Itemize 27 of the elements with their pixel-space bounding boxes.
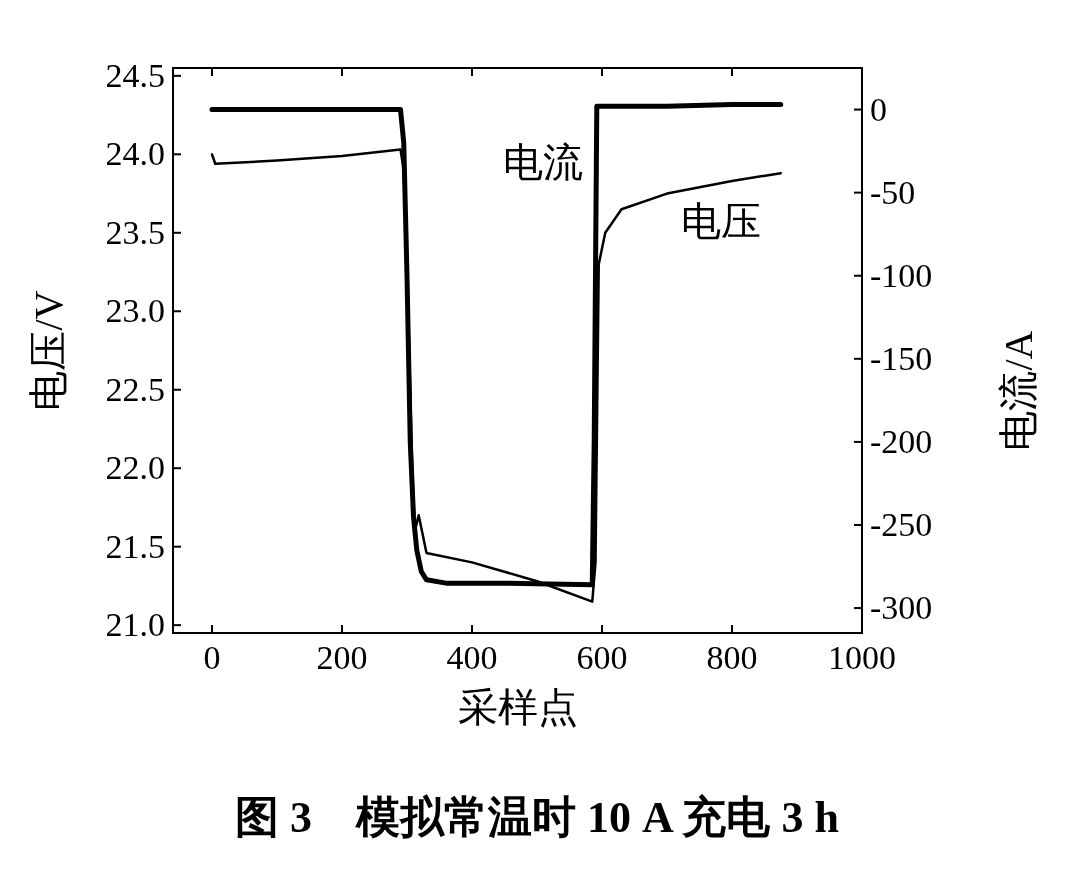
y-tick-label: 22.5 xyxy=(105,370,165,408)
x-axis-title: 采样点 xyxy=(457,685,578,730)
text: 图 3 模拟常温时 10 A 充电 3 h xyxy=(235,793,839,842)
y2-axis-title: 电流/A xyxy=(996,330,1041,451)
y-tick-label: 23.5 xyxy=(105,213,165,251)
y-tick-label: 21.5 xyxy=(105,527,165,565)
y-tick-label: 24.5 xyxy=(105,56,165,94)
y2-tick-label: -150 xyxy=(870,339,933,377)
x-tick-label: 200 xyxy=(316,639,368,676)
x-tick-label: 600 xyxy=(576,639,628,676)
y-tick-label: 24.0 xyxy=(105,135,165,173)
y2-tick-label: -200 xyxy=(870,422,933,460)
y-tick-label: 23.0 xyxy=(105,292,165,330)
series-label: 电压 xyxy=(680,199,761,245)
y2-tick-label: -50 xyxy=(870,173,916,211)
y-tick-label: 22.0 xyxy=(105,449,165,487)
y2-tick-label: -250 xyxy=(870,505,933,543)
y2-tick-label: 0 xyxy=(870,90,887,128)
x-tick-label: 0 xyxy=(203,639,221,676)
y2-tick-label: -100 xyxy=(870,256,933,294)
x-tick-label: 400 xyxy=(446,639,498,676)
x-tick-label: 1000 xyxy=(828,639,896,676)
y-tick-label: 21.0 xyxy=(105,606,165,644)
y-axis-title: 电压/V xyxy=(26,290,71,411)
y2-tick-label: -300 xyxy=(870,589,933,627)
x-tick-label: 800 xyxy=(706,639,758,676)
series-label: 电流 xyxy=(502,140,583,186)
